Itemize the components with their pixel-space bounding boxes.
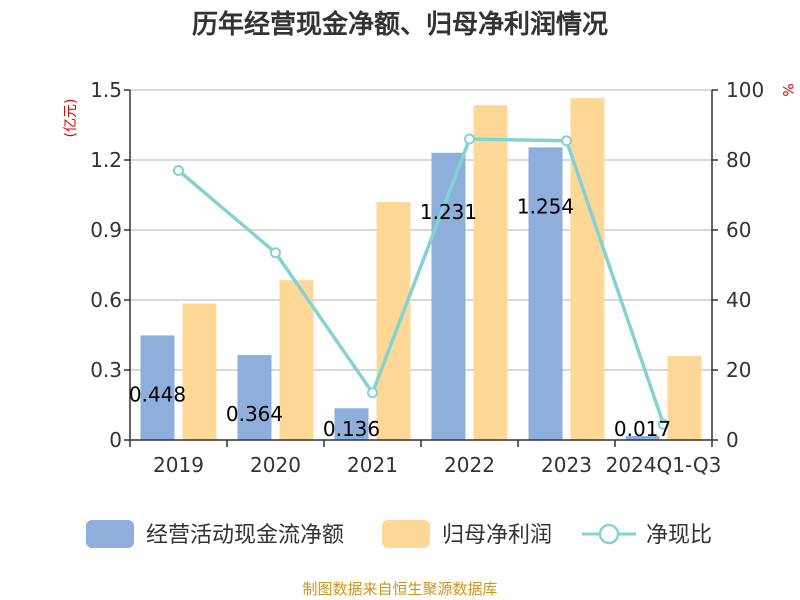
right-tick-label: 40: [726, 288, 751, 312]
x-tick-label: 2020: [250, 453, 301, 477]
bar-netprofit: [570, 98, 605, 441]
x-tick-label: 2023: [541, 453, 592, 477]
ratio-line: [173, 133, 669, 430]
right-tick-label: 20: [726, 358, 751, 382]
left-tick-label: 0.9: [90, 218, 122, 242]
axes: 0 0.3 0.6 0.9 1.2 1.5 0 20 40 60 80 100 2019 2020 2021…: [90, 78, 764, 477]
left-axis-unit: (亿元): [63, 99, 79, 138]
ratio-point: [173, 165, 184, 176]
bar-cashflow: [528, 147, 563, 440]
bar-netprofit: [376, 202, 411, 440]
ratio-point: [658, 418, 669, 430]
ratio-point: [367, 387, 378, 399]
bar-netprofit: [182, 303, 217, 440]
bar-netprofit: [279, 280, 314, 440]
bar-netprofit: [667, 356, 702, 440]
right-tick-label: 0: [726, 428, 739, 452]
bar-cashflow: [431, 152, 466, 440]
data-label: 0.448: [129, 382, 186, 406]
x-tick-label: 2019: [153, 453, 204, 477]
data-labels: 0.448 0.364 0.136 1.231 1.254 0.017: [129, 194, 671, 441]
data-label: 0.364: [226, 402, 283, 426]
source-note: 制图数据来自恒生聚源数据库: [302, 580, 497, 598]
left-tick-label: 1.2: [90, 148, 122, 172]
data-label: 1.231: [420, 200, 477, 224]
ratio-line-path: [177, 137, 666, 425]
left-tick-label: 0: [109, 428, 122, 452]
right-tick-label: 100: [726, 78, 764, 102]
bar-cashflow: [140, 335, 175, 440]
data-label: 0.017: [614, 417, 671, 441]
x-tick-label: 2022: [444, 453, 495, 477]
legend: 经营活动现金流净额 归母净利润 净现比: [86, 520, 712, 548]
chart-title: 历年经营现金净额、归母净利润情况: [192, 9, 608, 40]
legend-marker-ratio: [598, 523, 620, 545]
x-tick-label: 2024Q1-Q3: [606, 453, 722, 477]
grid-lines: [130, 89, 712, 371]
legend-label-cashflow: 经营活动现金流净额: [146, 523, 344, 548]
ratio-point: [464, 133, 475, 145]
legend-label-ratio: 净现比: [646, 523, 712, 548]
legend-swatch-cashflow: [86, 520, 134, 548]
legend-swatch-netprofit: [382, 520, 430, 548]
right-axis-unit: %: [779, 83, 795, 96]
left-tick-label: 0.3: [90, 358, 122, 382]
bar-cashflow: [334, 408, 369, 440]
data-label: 1.254: [517, 194, 574, 218]
bar-cashflow: [237, 355, 272, 440]
bar-cashflow: [625, 436, 660, 440]
left-tick-label: 1.5: [90, 78, 122, 102]
x-tick-label: 2021: [347, 453, 398, 477]
data-label: 0.136: [323, 417, 380, 441]
bars: [140, 98, 702, 441]
bar-netprofit: [473, 105, 508, 441]
right-tick-label: 60: [726, 218, 751, 242]
ratio-point: [270, 247, 281, 259]
right-tick-label: 80: [726, 148, 751, 172]
ratio-point: [561, 135, 572, 147]
legend-label-netprofit: 归母净利润: [442, 523, 552, 548]
left-tick-label: 0.6: [90, 288, 122, 312]
